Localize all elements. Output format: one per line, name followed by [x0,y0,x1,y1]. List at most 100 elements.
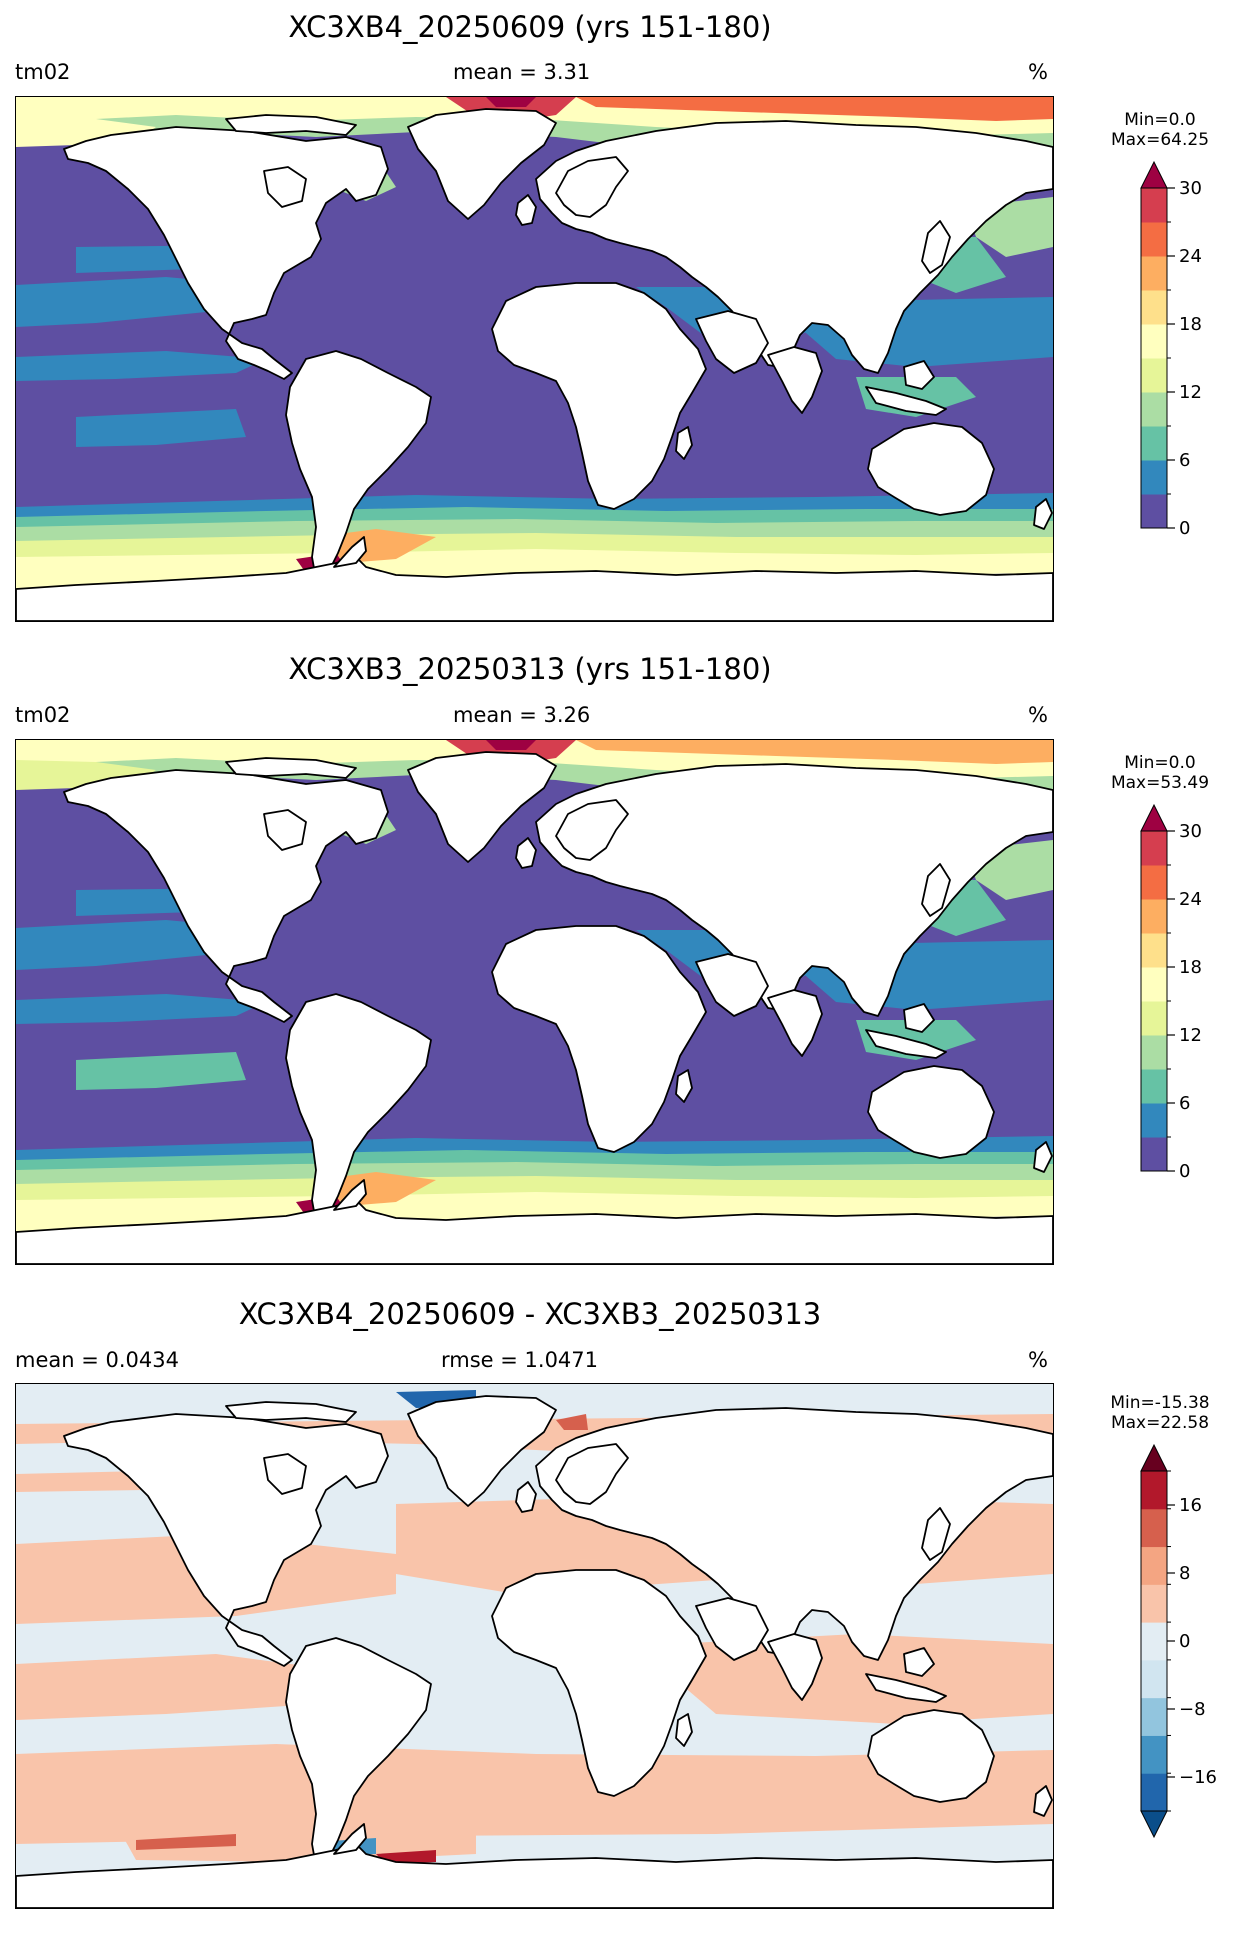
colorbar-tick-label: −8 [1179,1699,1206,1720]
landmass-indonesia [865,1029,947,1059]
landmass-madagascar [675,1069,693,1103]
landmass-greenland [407,108,557,220]
landmass-arcticIslands [225,757,357,779]
landmass-scandinavia [555,799,629,861]
landmass-india [767,346,823,414]
landmass-borneo [903,1003,935,1033]
landmass-newZealand [1033,1785,1053,1817]
colorbar-segment [1141,460,1167,495]
colorbar-segment [1141,222,1167,257]
landmass-australia [867,1065,995,1159]
panel2-continents [16,751,1053,1264]
field-band [16,994,266,1024]
landmass-japan [921,863,951,917]
landmass-greenland [407,1395,557,1507]
colorbar-tick-label: 6 [1179,1093,1190,1114]
colorbar-segment [1141,392,1167,427]
panel2-title: XC3XB3_20250313 (yrs 151-180) [288,652,772,686]
panel2-colorbar-scale: 0 6 12 18 24 30 [1140,803,1202,1182]
field-band [556,1414,588,1430]
colorbar-segment [1141,1735,1167,1774]
panel3-colorbar-max: Max=22.58 [1110,1413,1210,1433]
landmass-borneo [903,1647,935,1677]
landmass-newZealand [1033,498,1053,530]
colorbar-segment [1141,426,1167,461]
colorbar-segment [1141,358,1167,393]
panel1-variable-label: tm02 [15,60,71,84]
landmass-antarctica [16,1199,1053,1264]
colorbar-extend-min [1140,1810,1168,1839]
panel3-units-label: % [1028,1348,1048,1372]
landmass-india [767,1633,823,1701]
landmass-hudson [263,1453,307,1495]
panel3-rmse-label: rmse = 1.0471 [441,1348,599,1372]
colorbar-segment [1141,1035,1167,1070]
colorbar-segment [1141,1584,1167,1623]
colorbar-tick-label: 0 [1179,518,1190,539]
landmass-europeAsia [535,763,1053,1017]
field-band [856,1020,976,1060]
colorbar-tick-label: 12 [1179,382,1202,403]
panel2-colorbar-min: Min=0.0 [1124,753,1196,773]
panel2-units-label: % [1028,703,1048,727]
landmass-australia [867,1709,995,1803]
colorbar-segment [1141,1137,1167,1172]
panel3-title: XC3XB4_20250609 - XC3XB3_20250313 [238,1297,822,1331]
landmass-madagascar [675,1713,693,1747]
landmass-antarctica [16,556,1053,621]
panel2-colorbar-max: Max=53.49 [1110,773,1210,793]
colorbar-segment [1141,1773,1167,1812]
field-band [16,351,266,381]
landmass-india [767,989,823,1057]
colorbar-segment [1141,256,1167,291]
colorbar-tick-label: 18 [1179,957,1202,978]
landmass-australia [867,422,995,516]
landmass-europeAsia [535,1407,1053,1661]
colorbar-segment [1141,1103,1167,1138]
colorbar-tick-label: 0 [1179,1631,1190,1652]
landmass-arabia [695,310,769,374]
panel2-map-svg [16,740,1053,1264]
colorbar-segment [1141,1659,1167,1699]
landmass-arcticIslands [225,114,357,136]
panel1-continents [16,108,1053,621]
landmass-northAmerica [63,769,389,1023]
field-band [856,377,976,417]
panel3-colorbar-scale: 16 8 0 −8 −16 [1140,1443,1217,1839]
colorbar-extend-max [1140,1443,1168,1472]
field-band [116,1818,476,1862]
landmass-scandinavia [555,156,629,218]
colorbar-tick-label: 24 [1179,889,1202,910]
field-band [16,1744,1053,1844]
field-band [486,740,536,750]
landmass-borneo [903,360,935,390]
landmass-europeAsia [535,120,1053,374]
colorbar-segment [1141,324,1167,359]
panel2-mean-label: mean = 3.26 [453,703,591,727]
landmass-hudson [263,809,307,851]
panel1-units-label: % [1028,60,1048,84]
panel3-colorbar-min: Min=-15.38 [1110,1393,1210,1413]
colorbar-tick-label: 30 [1179,821,1202,842]
colorbar-segment [1141,933,1167,968]
landmass-arcticIslands [225,1401,357,1423]
landmass-antPeninsula [333,1823,367,1855]
colorbar-segment [1141,865,1167,900]
colorbar-tick-label: 8 [1179,1563,1190,1584]
landmass-britain [515,194,537,226]
panel2-map [15,739,1054,1265]
landmass-africa [491,925,707,1153]
landmass-indonesia [865,386,947,416]
colorbar-tick-label: 30 [1179,178,1202,199]
colorbar-extend-max [1140,803,1168,832]
colorbar-segment [1141,831,1167,866]
panel1-title: XC3XB4_20250609 (yrs 151-180) [288,10,772,44]
landmass-antPeninsula [333,536,367,568]
colorbar-tick-label: 16 [1179,1495,1202,1516]
colorbar-segment [1141,1546,1167,1585]
colorbar-segment [1141,1697,1167,1736]
colorbar-segment [1141,1471,1167,1510]
landmass-indonesia [865,1673,947,1703]
panel2-variable-label: tm02 [15,703,71,727]
landmass-japan [921,220,951,274]
